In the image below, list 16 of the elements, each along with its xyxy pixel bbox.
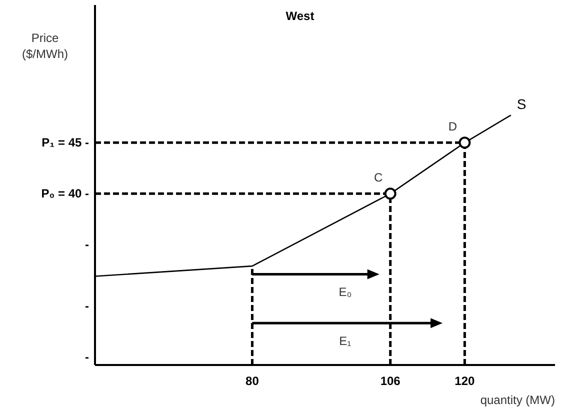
x-axis-title: quantity (MW) xyxy=(480,393,555,407)
y-tick-label: - xyxy=(85,238,89,252)
series-label: S xyxy=(516,96,526,112)
annotation: E₁ xyxy=(339,334,352,348)
annotation: E₀ xyxy=(338,285,352,300)
y-tick-label: P₀ = 40 - xyxy=(41,186,90,201)
annotation: C xyxy=(374,170,383,185)
x-tick-label: 80 xyxy=(246,374,260,388)
y-tick-label: P₁ = 45 - xyxy=(42,136,89,150)
x-tick-label: 106 xyxy=(380,374,401,388)
annotation: D xyxy=(448,120,458,134)
x-tick-label: 120 xyxy=(454,374,476,388)
y-tick-label: - xyxy=(85,350,89,364)
y-tick-label: - xyxy=(85,298,89,313)
chart-title: West xyxy=(286,9,314,23)
y-axis-title: Price ($/MWh) xyxy=(22,31,68,61)
